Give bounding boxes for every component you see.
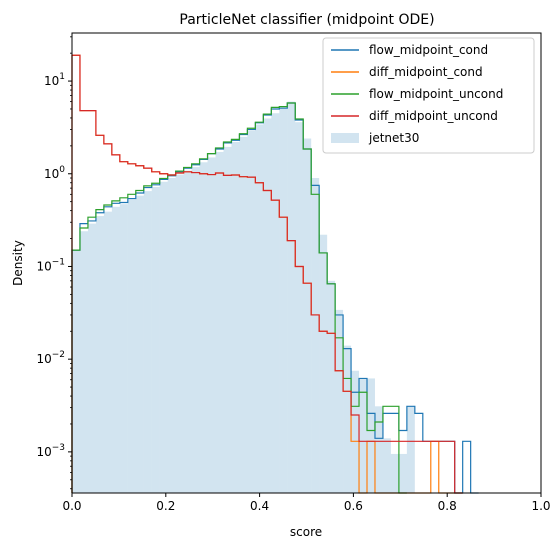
bar-jetnet30-27 — [287, 101, 296, 493]
bar-jetnet30-11 — [159, 181, 168, 494]
y-tick-label: 100 — [44, 165, 65, 181]
y-tick-base: 10 — [36, 352, 51, 366]
y-tick-exponent: 0 — [59, 165, 65, 175]
bar-jetnet30-2 — [87, 223, 96, 493]
bar-jetnet30-41 — [398, 453, 407, 493]
bar-jetnet30-38 — [374, 406, 383, 493]
step-line-diff-midpoint-uncond — [71, 54, 463, 494]
bar-jetnet30-13 — [175, 174, 184, 493]
bar-jetnet30-4 — [103, 211, 112, 493]
x-tick-label: 0.2 — [156, 499, 175, 513]
y-tick-base: 10 — [44, 74, 59, 88]
bar-jetnet30-35 — [351, 370, 360, 493]
bar-jetnet30-39 — [382, 438, 391, 493]
y-tick-exponent: −2 — [52, 350, 65, 360]
bar-jetnet30-10 — [151, 186, 160, 493]
y-tick-label: 10−1 — [36, 257, 65, 273]
bar-jetnet30-9 — [143, 191, 152, 493]
bar-jetnet30-30 — [311, 178, 320, 493]
bar-jetnet30-18 — [215, 151, 224, 493]
bar-jetnet30-20 — [231, 142, 240, 494]
bar-jetnet30-34 — [343, 345, 352, 493]
step-line-flow-midpoint-uncond — [71, 102, 407, 494]
bar-jetnet30-19 — [223, 146, 232, 493]
bar-jetnet30-33 — [335, 309, 344, 493]
y-tick-base: 10 — [44, 167, 59, 181]
x-axis-label: score — [290, 525, 322, 539]
bar-jetnet30-37 — [367, 378, 375, 493]
legend-item-jetnet30: jetnet30 — [331, 131, 419, 145]
bar-jetnet30-0 — [72, 250, 80, 493]
legend-swatch — [331, 133, 359, 143]
x-tick-label: 0.0 — [62, 499, 81, 513]
bar-jetnet30-16 — [199, 162, 208, 493]
legend-item-flow-midpoint-uncond: flow_midpoint_uncond — [331, 87, 503, 101]
bar-jetnet30-29 — [303, 138, 312, 493]
x-tick-label: 0.8 — [438, 499, 457, 513]
series-layer — [71, 54, 479, 494]
legend-box — [322, 37, 535, 154]
legend-item-flow-midpoint-cond: flow_midpoint_cond — [331, 43, 488, 57]
bar-jetnet30-6 — [119, 204, 128, 493]
legend-label: diff_midpoint_uncond — [369, 109, 498, 123]
bar-jetnet30-5 — [111, 206, 120, 493]
y-tick-base: 10 — [36, 259, 51, 273]
y-tick-label: 101 — [44, 72, 65, 88]
legend-label: jetnet30 — [368, 131, 419, 145]
series-jetnet30 — [72, 101, 415, 494]
y-tick-exponent: −3 — [52, 443, 65, 453]
legend: flow_midpoint_cond diff_midpoint_condflow… — [322, 37, 535, 154]
bar-jetnet30-23 — [255, 124, 264, 493]
bar-jetnet30-12 — [167, 178, 176, 493]
series-diff-midpoint-uncond — [71, 54, 463, 494]
y-tick-exponent: −1 — [52, 257, 65, 267]
x-tick-label: 1.0 — [531, 499, 550, 513]
bar-jetnet30-8 — [135, 195, 144, 494]
bar-jetnet30-7 — [127, 199, 136, 493]
x-tick-label: 0.4 — [250, 499, 269, 513]
y-axis-label: Density — [11, 240, 25, 286]
chart-title: ParticleNet classifier (midpoint ODE) — [179, 12, 434, 28]
legend-label: flow_midpoint_cond — [369, 43, 488, 57]
series-flow-midpoint-uncond — [71, 102, 407, 494]
y-tick-base: 10 — [36, 445, 51, 459]
y-tick-exponent: 1 — [59, 72, 65, 82]
bar-jetnet30-28 — [295, 122, 304, 494]
bar-jetnet30-15 — [191, 167, 200, 494]
x-tick-label: 0.6 — [344, 499, 363, 513]
bar-jetnet30-32 — [327, 280, 336, 493]
legend-label: flow_midpoint_uncond — [369, 87, 503, 101]
bar-jetnet30-14 — [183, 170, 192, 493]
bar-jetnet30-1 — [79, 231, 88, 493]
bar-jetnet30-36 — [359, 378, 368, 493]
legend-item-diff-midpoint-cond: diff_midpoint_cond — [331, 65, 483, 79]
bar-jetnet30-24 — [263, 118, 272, 493]
plot-frame — [71, 32, 542, 494]
legend-item-diff-midpoint-uncond: diff_midpoint_uncond — [331, 109, 498, 123]
legend-label: diff_midpoint_cond — [369, 65, 483, 79]
y-tick-label: 10−2 — [36, 350, 65, 366]
x-axis: 0.0 0.2 0.4 0.6 0.8 1.0 — [62, 493, 551, 513]
bar-jetnet30-31 — [319, 234, 328, 493]
bar-jetnet30-17 — [207, 157, 216, 493]
y-tick-label: 10−3 — [36, 443, 65, 459]
bar-jetnet30-3 — [95, 216, 104, 493]
bar-jetnet30-22 — [247, 130, 256, 493]
bar-jetnet30-25 — [271, 113, 280, 494]
bar-jetnet30-40 — [390, 453, 399, 493]
bar-jetnet30-21 — [239, 136, 248, 494]
bar-jetnet30-26 — [279, 108, 288, 493]
bar-jetnet30-42 — [406, 406, 415, 493]
